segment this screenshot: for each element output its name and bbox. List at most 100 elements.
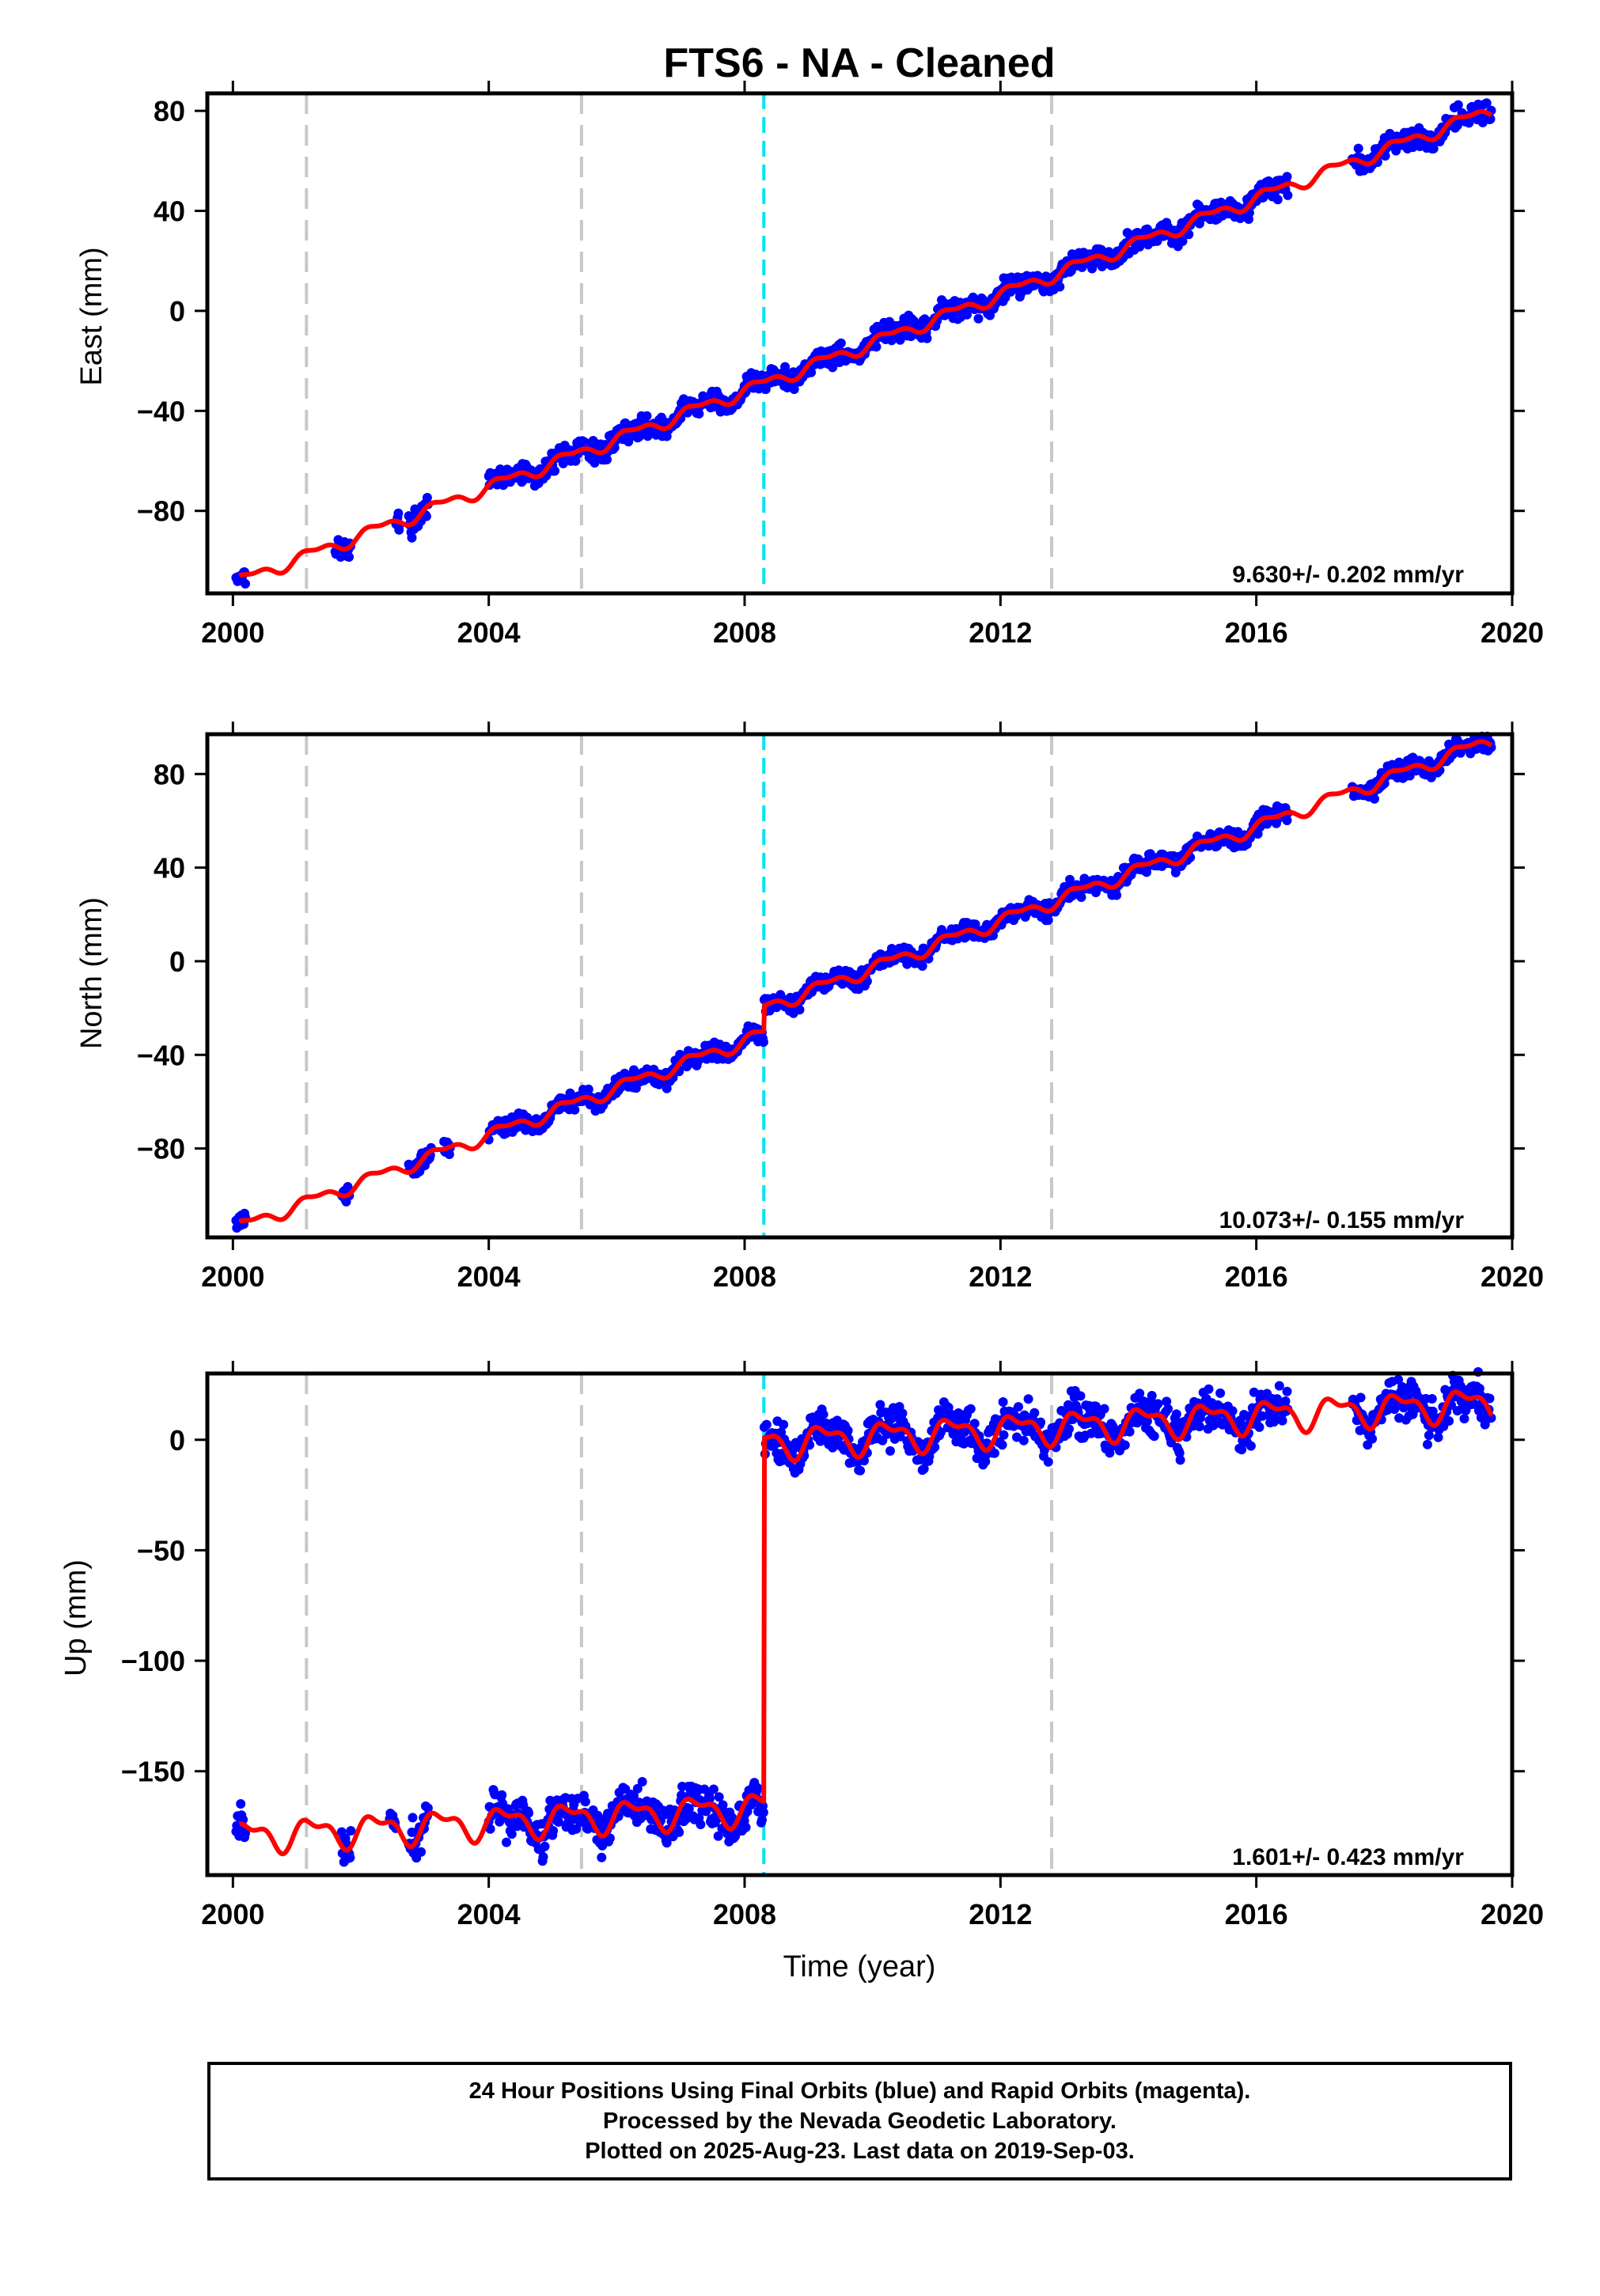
y-axis-label-up: Up (mm): [59, 1559, 93, 1677]
data-point: [1075, 1391, 1086, 1401]
y-tick-label: 80: [154, 758, 185, 790]
y-tick-label: −80: [137, 1133, 185, 1165]
data-point: [1055, 282, 1065, 292]
panel-east: East (mm) 9.630+/- 0.202 mm/yr 2000 2004 2…: [75, 81, 1544, 649]
data-point: [1370, 794, 1379, 804]
data-point: [1272, 195, 1283, 205]
data-point: [1215, 1388, 1226, 1398]
data-point: [999, 1430, 1009, 1440]
data-point: [696, 1820, 706, 1829]
data-point: [524, 1808, 534, 1818]
data-point: [344, 552, 355, 562]
panel-north: North (mm) 10.073+/- 0.155 mm/yr 2000 200…: [75, 722, 1544, 1293]
y-tick-label: −80: [137, 495, 185, 528]
data-point: [998, 1397, 1008, 1407]
x-tick-label: 2016: [1225, 1898, 1288, 1930]
data-point: [753, 1783, 763, 1793]
data-point: [674, 1827, 684, 1837]
data-point: [1099, 1404, 1109, 1414]
data-point: [540, 1841, 550, 1851]
model-fit-line: [237, 109, 1494, 578]
plot-frame: [205, 91, 1515, 596]
data-point: [1355, 1392, 1366, 1403]
y-tick-label: −50: [137, 1534, 185, 1567]
data-point: [1163, 1404, 1173, 1414]
y-tick-label: −40: [137, 1039, 185, 1071]
y-tick-label: 0: [169, 945, 185, 978]
data-point: [1245, 1441, 1256, 1451]
data-point: [550, 466, 560, 476]
data-point: [1043, 1457, 1053, 1467]
data-point: [694, 409, 704, 419]
data-point: [1194, 1422, 1204, 1431]
data-point: [570, 1104, 580, 1115]
data-point: [1427, 1394, 1437, 1404]
x-axis-label: Time (year): [783, 1950, 936, 1983]
x-tick-label: 2012: [969, 616, 1032, 649]
data-point: [597, 1852, 607, 1862]
figure-title: FTS6 - NA - Cleaned: [663, 40, 1055, 86]
data-point: [408, 1813, 418, 1823]
rate-north: 10.073+/- 0.155 mm/yr: [1219, 1207, 1465, 1233]
data-point: [407, 532, 417, 543]
x-tick-label: 2016: [1225, 1260, 1288, 1293]
y-tick-label: 80: [154, 95, 185, 127]
x-tick-label: 2020: [1481, 616, 1544, 649]
data-point: [502, 1837, 511, 1847]
data-point: [336, 552, 346, 562]
y-axis-label-east: East (mm): [75, 247, 108, 385]
data-point: [393, 508, 404, 518]
data-point: [836, 338, 846, 348]
data-point: [1428, 143, 1439, 153]
data-point: [1018, 1435, 1029, 1445]
data-point: [1282, 1386, 1292, 1396]
data-point: [662, 1083, 672, 1093]
data-point: [345, 1853, 355, 1862]
x-tick-label: 2000: [201, 616, 264, 649]
data-point: [416, 1847, 427, 1857]
data-point: [1453, 100, 1463, 110]
footer-line-3: Plotted on 2025-Aug-23. Last data on 201…: [585, 2139, 1135, 2164]
x-tick-label: 2016: [1225, 616, 1288, 649]
x-tick-label: 2000: [201, 1260, 264, 1293]
data-point: [506, 1829, 517, 1839]
x-tick-label: 2008: [713, 1898, 776, 1930]
x-tick-label: 2012: [969, 1260, 1032, 1293]
y-tick-label: 40: [154, 852, 185, 885]
y-tick-label: 40: [154, 195, 185, 228]
data-point: [779, 1419, 789, 1430]
data-point: [548, 1826, 559, 1836]
y-tick-label: 0: [169, 1424, 185, 1457]
data-point: [590, 458, 600, 468]
x-tick-label: 2004: [457, 616, 521, 649]
data-point: [1153, 1399, 1163, 1409]
data-point: [973, 313, 984, 324]
data-point: [1367, 1434, 1378, 1444]
data-point: [236, 1799, 246, 1809]
data-point: [818, 1409, 828, 1419]
data-point: [794, 1005, 805, 1015]
data-point: [708, 1784, 718, 1794]
y-tick-label: −100: [121, 1645, 185, 1677]
data-point: [1076, 892, 1086, 902]
data-point: [1149, 1431, 1159, 1442]
x-tick-label: 2020: [1481, 1260, 1544, 1293]
data-point: [761, 1419, 772, 1430]
data-points: [231, 1367, 1496, 1867]
x-tick-label: 2004: [457, 1260, 521, 1293]
data-point: [962, 309, 972, 320]
footer-line-2: Processed by the Nevada Geodetic Laborat…: [603, 2108, 1117, 2134]
data-point: [1274, 1381, 1284, 1391]
data-point: [917, 961, 927, 971]
data-point: [1064, 1424, 1074, 1434]
data-point: [1177, 236, 1188, 246]
x-tick-label: 2004: [457, 1898, 521, 1930]
data-point: [855, 1465, 866, 1476]
data-point: [1175, 1455, 1185, 1465]
x-tick-label: 2012: [969, 1898, 1032, 1930]
y-tick-label: −150: [121, 1756, 185, 1788]
data-point: [1277, 1415, 1287, 1426]
data-point: [1485, 114, 1496, 124]
data-point: [758, 1037, 768, 1048]
data-point: [1204, 1384, 1214, 1394]
